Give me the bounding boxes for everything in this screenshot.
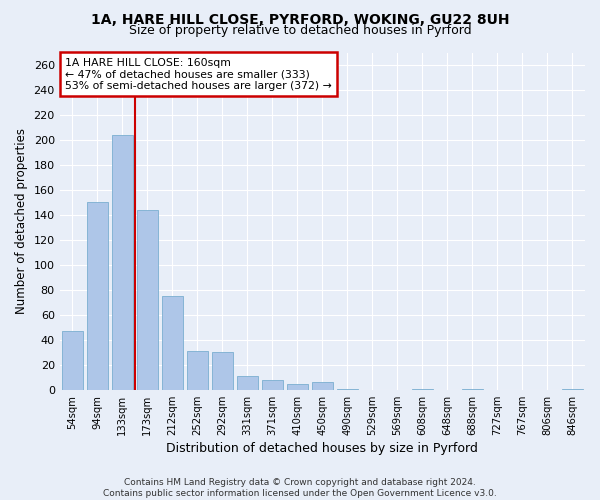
Bar [62, 331, 83, 390]
Bar [86, 202, 108, 390]
Bar [337, 388, 358, 390]
Bar [212, 352, 233, 390]
Bar [137, 210, 158, 390]
Text: Size of property relative to detached houses in Pyrford: Size of property relative to detached ho… [128, 24, 472, 37]
Text: 1A, HARE HILL CLOSE, PYRFORD, WOKING, GU22 8UH: 1A, HARE HILL CLOSE, PYRFORD, WOKING, GU… [91, 12, 509, 26]
Bar [236, 376, 258, 390]
Bar [412, 388, 433, 390]
Y-axis label: Number of detached properties: Number of detached properties [15, 128, 28, 314]
Text: 1A HARE HILL CLOSE: 160sqm
← 47% of detached houses are smaller (333)
53% of sem: 1A HARE HILL CLOSE: 160sqm ← 47% of deta… [65, 58, 332, 91]
Bar [161, 296, 183, 390]
Bar [562, 388, 583, 390]
Text: Contains HM Land Registry data © Crown copyright and database right 2024.
Contai: Contains HM Land Registry data © Crown c… [103, 478, 497, 498]
X-axis label: Distribution of detached houses by size in Pyrford: Distribution of detached houses by size … [166, 442, 478, 455]
Bar [287, 384, 308, 390]
Bar [187, 351, 208, 390]
Bar [312, 382, 333, 390]
Bar [112, 135, 133, 390]
Bar [462, 388, 483, 390]
Bar [262, 380, 283, 390]
